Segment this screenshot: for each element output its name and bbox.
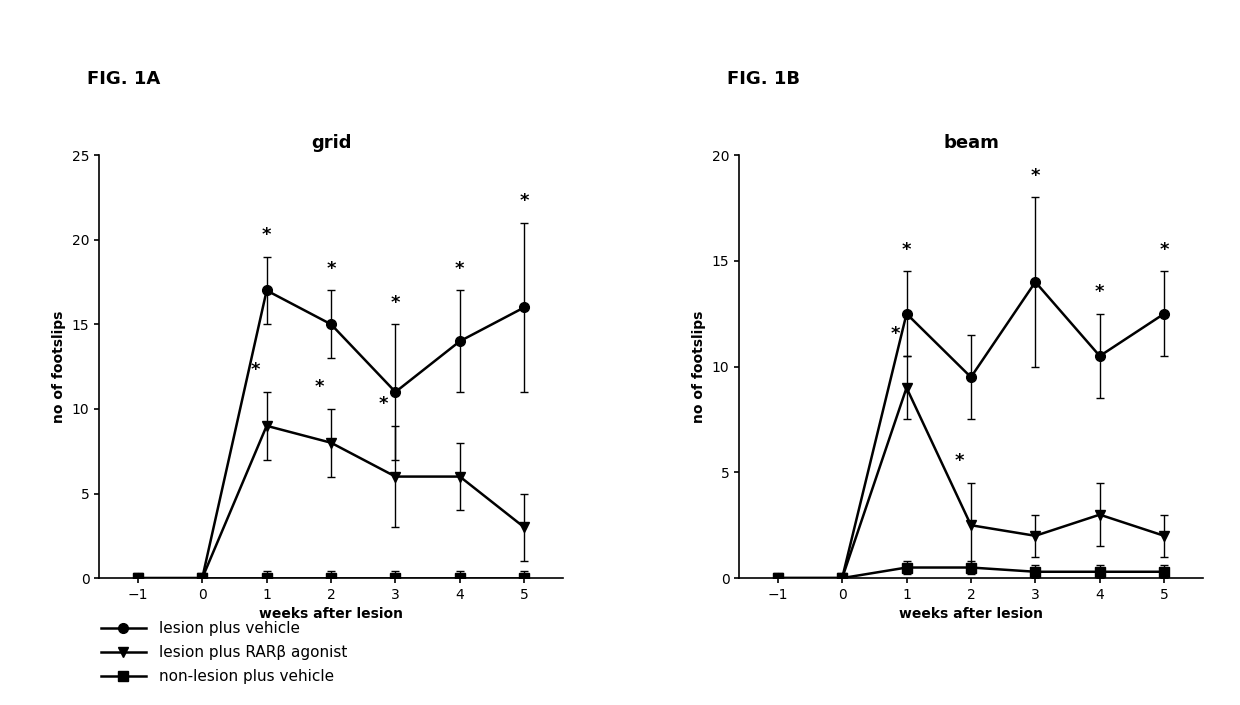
Text: *: * [262,226,272,244]
Text: FIG. 1A: FIG. 1A [87,70,160,89]
Text: *: * [391,293,401,312]
Text: *: * [1095,283,1105,301]
Text: *: * [250,361,260,379]
Text: *: * [1030,166,1040,185]
Text: FIG. 1B: FIG. 1B [727,70,800,89]
Text: *: * [326,259,336,278]
Title: beam: beam [942,134,999,152]
Text: *: * [890,325,900,343]
Y-axis label: no of footslips: no of footslips [692,310,707,423]
Y-axis label: no of footslips: no of footslips [52,310,66,423]
X-axis label: weeks after lesion: weeks after lesion [259,608,403,621]
Text: *: * [315,378,324,396]
X-axis label: weeks after lesion: weeks after lesion [899,608,1043,621]
Text: *: * [520,192,529,210]
Title: grid: grid [311,134,351,152]
Text: *: * [955,452,965,470]
Text: *: * [901,240,911,259]
Text: *: * [455,259,465,278]
Legend: lesion plus vehicle, lesion plus RARβ agonist, non-lesion plus vehicle: lesion plus vehicle, lesion plus RARβ ag… [94,615,353,690]
Text: *: * [1159,240,1169,259]
Text: *: * [379,395,388,413]
